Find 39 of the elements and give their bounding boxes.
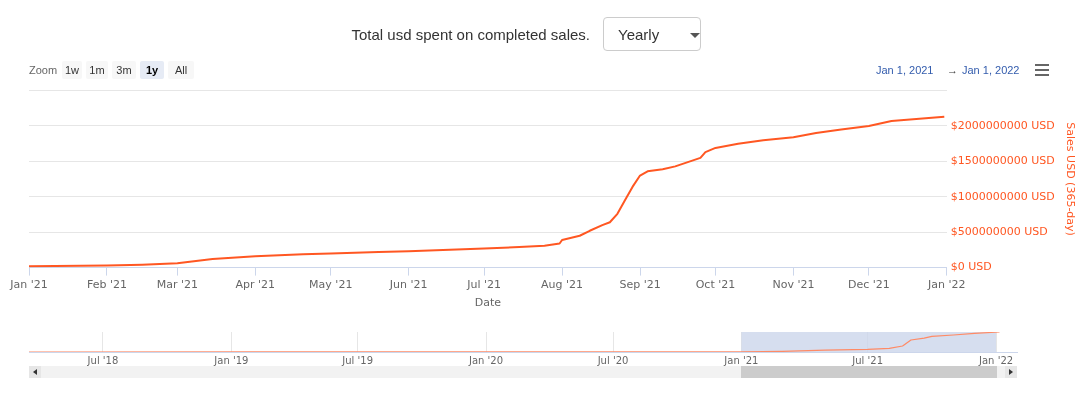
x-tick-label: Oct '21 bbox=[695, 278, 736, 292]
x-tick-label: Aug '21 bbox=[541, 278, 584, 292]
text: Yearly bbox=[603, 17, 701, 51]
x-tick-label: Dec '21 bbox=[847, 278, 890, 292]
text: Jan 1, 2022 bbox=[962, 64, 1020, 76]
x-tick-label: Jan '21 bbox=[723, 354, 759, 366]
x-tick-label: Jun '21 bbox=[388, 278, 428, 292]
y-tick-label: $500000000 USD bbox=[950, 225, 1048, 239]
text: 3m bbox=[112, 61, 136, 79]
x-tick-label: Feb '21 bbox=[86, 278, 127, 292]
text: 1m bbox=[86, 61, 108, 79]
y-tick-label: $2000000000 USD bbox=[950, 118, 1055, 132]
y-tick-label: $1500000000 USD bbox=[950, 154, 1055, 168]
x-tick-label: Sep '21 bbox=[619, 278, 661, 292]
x-tick-label: Jan '22 bbox=[978, 354, 1014, 366]
x-tick-label: Mar '21 bbox=[156, 278, 198, 292]
x-axis-title: Date bbox=[474, 296, 502, 310]
y-axis-title: Sales USD (365-day) bbox=[1063, 122, 1077, 236]
text: All bbox=[168, 61, 194, 79]
x-tick-label: Jul '19 bbox=[341, 354, 373, 366]
x-tick-label: Jan '20 bbox=[467, 354, 504, 366]
text: → bbox=[947, 64, 958, 76]
x-tick-label: Jan '22 bbox=[927, 278, 966, 292]
text: 1y bbox=[140, 61, 164, 79]
x-tick-label: Jul '20 bbox=[596, 354, 629, 366]
text: 1w bbox=[62, 61, 82, 79]
y-tick-label: $0 USD bbox=[950, 260, 992, 274]
text: Zoom bbox=[29, 64, 58, 76]
x-tick-label: Apr '21 bbox=[235, 278, 276, 292]
chart-title: Total usd spent on completed sales. bbox=[350, 26, 590, 43]
x-tick-label: Jul '21 bbox=[851, 354, 884, 366]
x-tick-label: Jan '19 bbox=[213, 354, 249, 366]
y-tick-label: $1000000000 USD bbox=[950, 189, 1055, 203]
x-tick-label: Jan '21 bbox=[9, 278, 48, 292]
x-tick-label: Jul '21 bbox=[466, 278, 502, 292]
x-tick-label: Jul '18 bbox=[86, 354, 119, 366]
text: Jan 1, 2021 bbox=[876, 64, 934, 76]
x-tick-label: May '21 bbox=[309, 278, 353, 292]
x-tick-label: Nov '21 bbox=[772, 278, 815, 292]
